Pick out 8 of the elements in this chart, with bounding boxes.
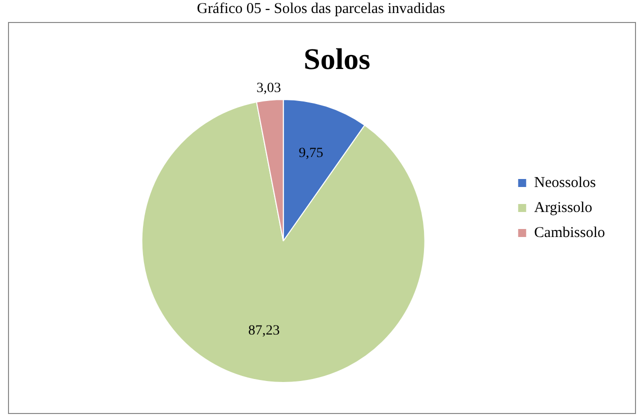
data-label: 3,03 <box>256 80 281 96</box>
legend-label: Cambissolo <box>534 224 606 241</box>
data-label: 9,75 <box>298 146 324 161</box>
chart-title: Solos <box>304 42 370 76</box>
legend-label: Argissolo <box>534 200 592 216</box>
data-label: 87,23 <box>248 324 280 339</box>
legend-label: Neossolos <box>534 174 596 191</box>
chart-subtitle: Gráfico 05 - Solos das parcelas invadidas <box>196 0 446 18</box>
